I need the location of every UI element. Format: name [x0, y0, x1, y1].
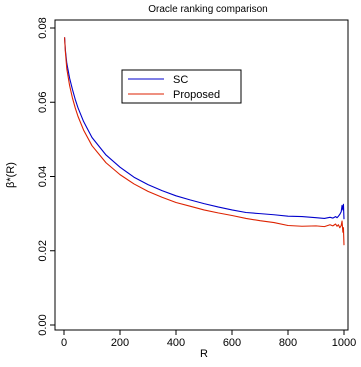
y-tick-label: 0.06: [37, 92, 49, 113]
x-tick-label: 800: [279, 337, 297, 349]
x-tick-label: 0: [61, 337, 67, 349]
x-tick-label: 600: [223, 337, 241, 349]
y-tick-label: 0.02: [37, 240, 49, 261]
series-group: [64, 37, 345, 246]
x-tick-label: 400: [167, 337, 185, 349]
y-tick-label: 0.04: [37, 166, 49, 187]
x-tick-label: 200: [111, 337, 129, 349]
x-axis-label: R: [200, 348, 208, 360]
legend: SC Proposed: [121, 69, 242, 104]
plot-frame: [54, 19, 349, 331]
y-axis-label: β*(R): [5, 162, 17, 188]
series-line-proposed: [64, 37, 345, 246]
legend-label-sc: SC: [173, 74, 188, 86]
x-axis: 0 200 400 600 800 1000: [61, 330, 356, 349]
legend-label-proposed: Proposed: [173, 89, 220, 101]
x-tick-label: 1000: [332, 337, 356, 349]
y-tick-label: 0.00: [37, 314, 49, 335]
y-tick-label: 0.08: [37, 17, 49, 38]
y-axis: 0.00 0.02 0.04 0.06 0.08: [37, 17, 55, 336]
series-line-sc: [64, 37, 345, 220]
chart-title: Oracle ranking comparison: [148, 4, 268, 15]
legend-box: [121, 69, 242, 104]
